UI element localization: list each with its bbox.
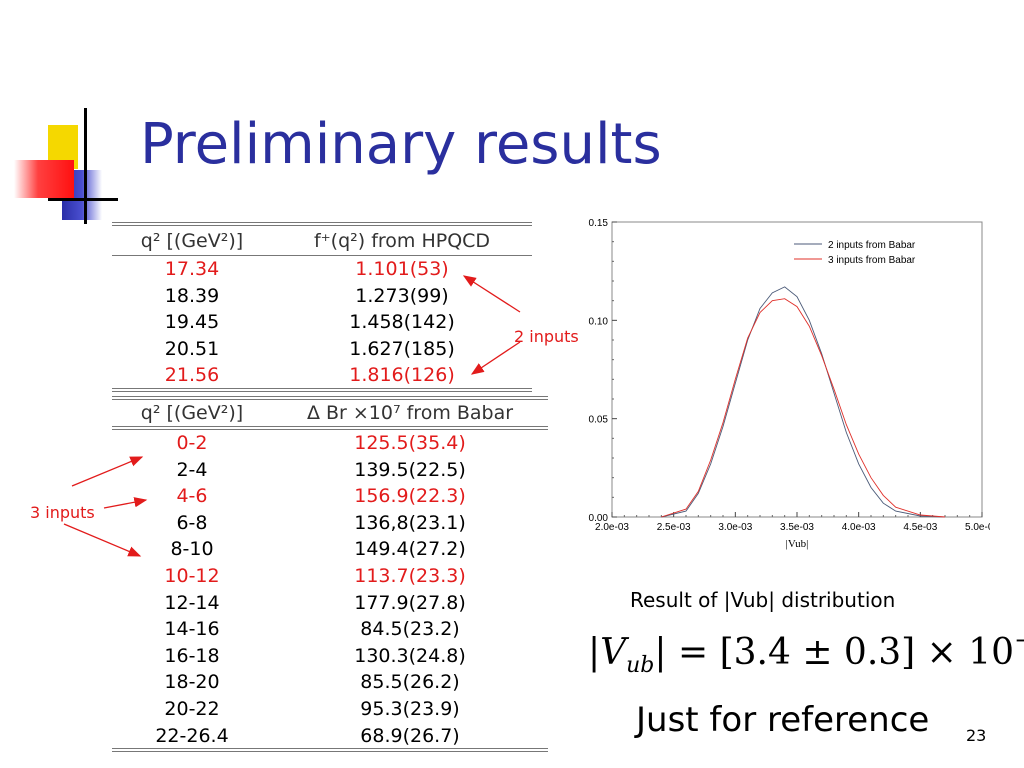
- cell-q2: 8-10: [170, 538, 214, 561]
- x-tick-label: 5.0e-03: [965, 522, 990, 533]
- cell-q2: 2-4: [176, 458, 208, 481]
- formula-subscript: ub: [626, 653, 655, 678]
- table-row: 17.34 1.101(53): [112, 256, 532, 282]
- formula-exponent: −3: [1014, 626, 1024, 654]
- header-q2: q² [(GeV²)]: [140, 230, 244, 252]
- logo-horizontal-line: [48, 198, 118, 201]
- formula-rhs: | = [3.4 ± 0.3] × 10: [654, 632, 1015, 673]
- table-header: q² [(GeV²)] f⁺(q²) from HPQCD: [112, 228, 532, 254]
- label-3-inputs: 3 inputs: [30, 503, 95, 522]
- x-tick-label: 2.5e-03: [657, 522, 691, 533]
- page-number: 23: [966, 726, 987, 745]
- cell-value: 113.7(23.3): [354, 565, 466, 587]
- cell-value: 1.627(185): [349, 337, 455, 360]
- table-row: 18.39 1.273(99): [112, 283, 532, 309]
- y-tick-label: 0.00: [589, 513, 609, 524]
- series-line-3-inputs: [661, 298, 946, 518]
- cell-q2: 14-16: [164, 618, 220, 641]
- slide-title: Preliminary results: [140, 112, 662, 177]
- table-row: 19.45 1.458(142): [112, 309, 532, 335]
- vub-result-formula: |Vub| = [3.4 ± 0.3] × 10−3: [588, 626, 1024, 678]
- table-row: 16-18 130.3(24.8): [112, 643, 548, 669]
- cell-q2: 0-2: [176, 432, 208, 454]
- x-tick-label: 4.0e-03: [842, 522, 876, 533]
- cell-value: 130.3(24.8): [354, 644, 466, 667]
- cell-q2: 18.39: [164, 284, 220, 307]
- formula-lhs: |V: [588, 632, 627, 673]
- legend-entry: 2 inputs from Babar: [828, 240, 916, 251]
- table-row: 10-12 113.7(23.3): [112, 563, 548, 589]
- x-tick-label: 2.0e-03: [595, 522, 629, 533]
- x-axis-label: |Vub|: [786, 538, 809, 550]
- y-tick-label: 0.15: [589, 218, 609, 229]
- vub-distribution-chart: 0.00 0.05 0.10 0.15 2.0e-03 2.5e-03 3.0e-03 3.5…: [589, 218, 990, 550]
- series-line-2-inputs: [661, 286, 946, 518]
- cell-q2: 22-26.4: [155, 724, 229, 747]
- legend-entry: 3 inputs from Babar: [828, 255, 916, 266]
- babar-table: q² [(GeV²)] Δ Br ×10⁷ from Babar 0-2 125.…: [112, 396, 548, 752]
- x-tick-label: 3.0e-03: [718, 522, 752, 533]
- arrow-2inputs-bottom: [470, 341, 521, 375]
- cell-value: 85.5(26.2): [360, 671, 460, 694]
- table-row: 6-8 136,8(23.1): [112, 510, 548, 536]
- header-branching: Δ Br ×10⁷ from Babar: [306, 402, 514, 424]
- cell-value: 1.101(53): [355, 258, 449, 280]
- cell-q2: 18-20: [164, 671, 220, 694]
- arrow-2inputs-top: [462, 275, 521, 313]
- table-row: 18-20 85.5(26.2): [112, 669, 548, 695]
- cell-q2: 21.56: [164, 364, 220, 387]
- header-q2: q² [(GeV²)]: [140, 402, 244, 424]
- arrow-3inputs-bottom: [63, 523, 142, 557]
- cell-q2: 10-12: [164, 565, 220, 587]
- cell-q2: 16-18: [164, 644, 220, 667]
- reference-note: Just for reference: [636, 700, 930, 740]
- table-row: 14-16 84.5(23.2): [112, 616, 548, 642]
- cell-value: 149.4(27.2): [354, 538, 466, 561]
- y-tick-label: 0.10: [589, 316, 609, 327]
- table-row: 21.56 1.816(126): [112, 362, 532, 388]
- arrow-3inputs-middle: [103, 497, 148, 509]
- x-tick-label: 3.5e-03: [780, 522, 814, 533]
- cell-q2: 19.45: [164, 311, 220, 334]
- arrow-3inputs-top: [71, 456, 144, 487]
- cell-value: 1.273(99): [355, 284, 449, 307]
- cell-value: 68.9(26.7): [360, 724, 460, 747]
- cell-value: 125.5(35.4): [354, 432, 466, 454]
- y-tick-label: 0.05: [589, 415, 609, 426]
- cell-value: 1.458(142): [349, 311, 455, 334]
- hpqcd-table: q² [(GeV²)] f⁺(q²) from HPQCD 17.34 1.101…: [112, 222, 532, 394]
- cell-q2: 17.34: [164, 258, 220, 280]
- cell-value: 95.3(23.9): [360, 698, 460, 720]
- table-row: 0-2 125.5(35.4): [112, 430, 548, 456]
- table-row: 4-6 156.9(22.3): [112, 483, 548, 509]
- cell-q2: 12-14: [164, 591, 220, 614]
- logo-vertical-line: [84, 108, 87, 224]
- table-row: 20-22 95.3(23.9): [112, 696, 548, 722]
- cell-value: 177.9(27.8): [354, 591, 466, 614]
- label-2-inputs: 2 inputs: [514, 327, 579, 346]
- cell-value: 136,8(23.1): [354, 511, 466, 534]
- cell-value: 1.816(126): [349, 364, 455, 387]
- cell-q2: 6-8: [176, 511, 208, 534]
- cell-value: 156.9(22.3): [354, 485, 466, 508]
- cell-q2: 20-22: [164, 698, 220, 720]
- cell-q2: 20.51: [164, 337, 220, 360]
- table-row: 8-10 149.4(27.2): [112, 536, 548, 562]
- cell-q2: 4-6: [176, 485, 208, 508]
- table-header: q² [(GeV²)] Δ Br ×10⁷ from Babar: [112, 400, 548, 426]
- plot-frame: [611, 221, 983, 518]
- logo-red-square: [14, 160, 74, 198]
- table-row: 20.51 1.627(185): [112, 336, 532, 362]
- table-row: 2-4 139.5(22.5): [112, 457, 548, 483]
- table-row: 12-14 177.9(27.8): [112, 590, 548, 616]
- chart-caption: Result of |Vub| distribution: [630, 588, 896, 612]
- cell-value: 139.5(22.5): [354, 458, 466, 481]
- cell-value: 84.5(23.2): [360, 618, 460, 641]
- header-formfactor: f⁺(q²) from HPQCD: [313, 230, 491, 252]
- x-tick-label: 4.5e-03: [903, 522, 937, 533]
- table-row: 22-26.4 68.9(26.7): [112, 723, 548, 749]
